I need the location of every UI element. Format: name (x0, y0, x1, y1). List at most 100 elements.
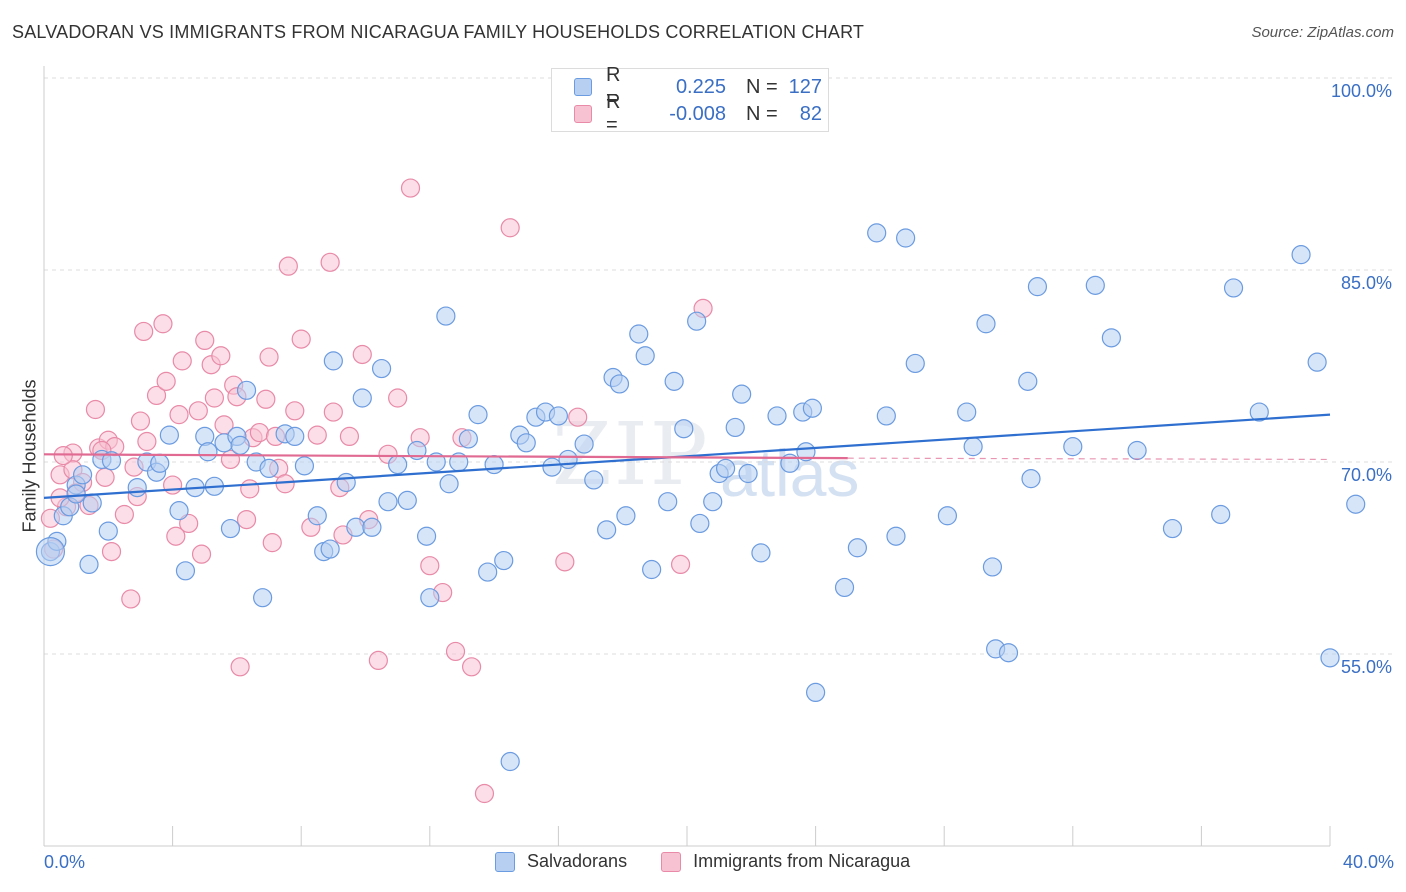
salvadoran-point (1063, 437, 1083, 457)
salvadoran-point (751, 543, 771, 563)
salvadoran-point (98, 521, 118, 541)
nicaragua-point (191, 544, 212, 564)
salvadoran-point (66, 484, 86, 504)
salvadoran-point (259, 458, 279, 478)
nicaragua-point (291, 329, 311, 349)
nicaragua-point (278, 256, 298, 276)
nicaragua-point (339, 426, 360, 446)
salvadoran-point (1021, 469, 1041, 489)
legend-n-value: 127 (788, 75, 822, 98)
salvadoran-point (542, 457, 562, 477)
series-legend-item-nicaragua[interactable]: Immigrants from Nicaragua (661, 851, 910, 872)
salvadoran-point (805, 682, 826, 703)
salvadoran-point (169, 501, 189, 521)
nicaragua-point (307, 425, 327, 445)
salvadoran-point (82, 493, 102, 513)
legend-row-nicaragua: R = -0.008 N = 82 (574, 91, 822, 136)
salvadoran-point (937, 506, 958, 526)
series-legend-item-salvadorans[interactable]: Salvadorans (495, 851, 627, 872)
nicaragua-point (114, 504, 134, 525)
nicaragua-point (275, 474, 295, 494)
salvadoran-point (616, 506, 636, 526)
salvadoran-point (346, 517, 366, 537)
salvadoran-point (957, 402, 977, 422)
nicaragua-point (101, 541, 122, 562)
salvadoran-point (220, 518, 241, 539)
nicaragua-point (400, 178, 421, 198)
nicaragua-point (259, 347, 279, 367)
salvadoran-point (767, 406, 787, 426)
salvadoran-point (642, 559, 662, 580)
chart-source: Source: ZipAtlas.com (1251, 24, 1394, 41)
salvadoran-point (1127, 440, 1147, 461)
nicaragua-point (285, 401, 305, 421)
salvadoran-point (976, 314, 996, 334)
salvadoran-point (101, 451, 122, 471)
nicaragua-point (121, 589, 141, 609)
salvadoran-point (629, 324, 649, 344)
nicaragua-point (211, 346, 231, 366)
nicaragua-point (230, 657, 250, 677)
salvadoran-point (715, 458, 736, 478)
nicaragua-point (352, 344, 372, 365)
y-tick-label: 70.0% (1341, 465, 1392, 485)
nicaragua-point (53, 446, 73, 466)
legend-swatch-nicaragua (574, 105, 592, 123)
salvadoran-point (285, 426, 305, 446)
y-tick-label: 100.0% (1331, 81, 1392, 101)
trendline-nicaragua (43, 453, 848, 460)
salvadoran-point (397, 490, 417, 510)
salvadoran-point (439, 474, 459, 494)
salvadoran-point (802, 398, 822, 418)
salvadoran-point (1027, 277, 1048, 297)
salvadoran-point (352, 388, 372, 408)
nicaragua-point (420, 556, 440, 576)
trendline-nicaragua-extension (847, 457, 1331, 461)
nicaragua-point (95, 467, 115, 487)
series-swatch-nicaragua (661, 851, 682, 872)
salvadoran-point (1249, 402, 1269, 422)
series-swatch-salvadorans (495, 851, 515, 872)
nicaragua-point (249, 422, 270, 443)
salvadoran-point (1085, 275, 1105, 295)
nicaragua-point (153, 314, 173, 334)
salvadoran-point (687, 311, 707, 331)
nicaragua-point (320, 252, 340, 272)
x-tick-label-min: 0.0% (44, 852, 86, 872)
nicaragua-point (262, 533, 282, 553)
salvadoran-point (407, 440, 427, 461)
salvadoran-point (516, 433, 536, 453)
salvadoran-point (963, 437, 983, 457)
salvadoran-point (198, 442, 218, 462)
nicaragua-point (156, 371, 176, 391)
salvadoran-point (703, 492, 723, 512)
salvadoran-point (905, 353, 925, 374)
salvadoran-point (420, 588, 440, 608)
salvadoran-point (388, 454, 408, 475)
salvadoran-point (1307, 352, 1327, 372)
salvadoran-point (230, 435, 250, 455)
salvadoran-point (79, 554, 99, 575)
salvadoran-point (1101, 328, 1121, 348)
salvadoran-point (609, 374, 630, 394)
salvadoran-point (253, 588, 273, 608)
legend-n-value: 82 (799, 102, 822, 125)
y-axis-label: Family Households (19, 379, 40, 533)
salvadoran-point-large (35, 536, 66, 567)
salvadoran-point (307, 506, 327, 526)
nicaragua-point (388, 388, 408, 408)
salvadoran-point (436, 306, 456, 326)
salvadoran-point (658, 492, 678, 512)
salvadoran-point (1346, 494, 1366, 514)
salvadoran-point (323, 351, 343, 371)
salvadoran-point (847, 538, 867, 558)
salvadoran-point (371, 358, 392, 379)
legend-swatch-salvadorans (574, 78, 592, 96)
nicaragua-point (256, 389, 276, 409)
salvadoran-point (416, 526, 437, 546)
salvadoran-point (732, 384, 752, 404)
nicaragua-point (85, 399, 106, 420)
legend-n-label: N = (746, 102, 778, 125)
correlation-legend: R = 0.225 N = 127 R = -0.008 N = 82 (551, 64, 829, 136)
